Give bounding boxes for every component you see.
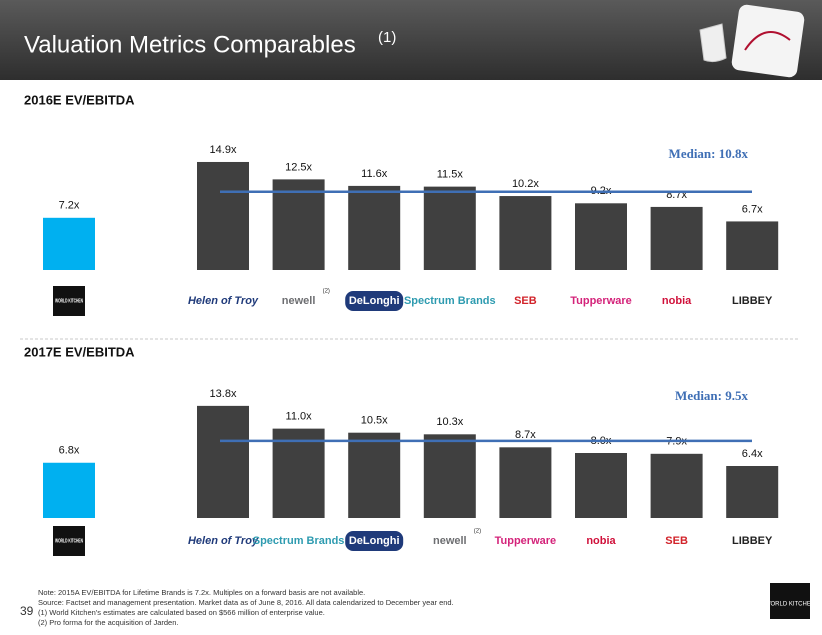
logo-background [345, 291, 404, 311]
page-number: 39 [20, 604, 34, 618]
notes: Note: 2015A EV/EBITDA for Lifetime Brand… [38, 588, 454, 627]
category-logo: Helen of Troy [188, 295, 259, 307]
note-line: (2) Pro forma for the acquisition of Jar… [38, 618, 178, 627]
category-logo: SEB [514, 295, 537, 307]
bar [726, 221, 779, 270]
category-note: (2) [474, 529, 481, 535]
bar-label: 12.5x [285, 161, 312, 173]
bar-label: 10.2x [512, 178, 539, 190]
bar [650, 453, 703, 518]
category-logo: Tupperware [495, 535, 557, 547]
category-logo: SEB [665, 535, 688, 547]
footer-logo: WORLD KITCHEN [765, 602, 815, 608]
bar [43, 217, 95, 270]
bar [499, 447, 552, 518]
bar [726, 466, 779, 518]
bar-label: 7.2x [59, 200, 80, 212]
category-logo: LIBBEY [732, 295, 773, 307]
category-logo: WORLD KITCHEN [55, 538, 83, 544]
title-note: (1) [378, 29, 396, 46]
bar [348, 185, 401, 270]
bar-label: 6.8x [59, 445, 80, 457]
bar [499, 196, 552, 270]
category-note: (2) [323, 289, 330, 295]
chart-title: 2017E EV/EBITDA [24, 344, 135, 359]
bar [423, 434, 476, 518]
bar-label: 13.8x [210, 388, 237, 400]
bar-label: 11.6x [361, 168, 388, 180]
logo-background [345, 531, 404, 551]
bar [43, 462, 95, 518]
logo-background [53, 286, 85, 316]
logo-background [53, 526, 85, 556]
note-line: Source: Factset and management presentat… [38, 598, 454, 607]
category-logo: Spectrum Brands [404, 295, 496, 307]
median-label: Median: 10.8x [669, 146, 749, 161]
note-line: Note: 2015A EV/EBITDA for Lifetime Brand… [38, 588, 365, 597]
bar-label: 6.7x [742, 203, 763, 215]
median-label: Median: 9.5x [675, 388, 748, 403]
category-logo: nobia [662, 295, 692, 307]
bar-label: 6.4x [742, 448, 763, 460]
bar [272, 179, 325, 270]
category-logo: newell [282, 295, 316, 307]
bar [272, 428, 325, 518]
bar [348, 432, 401, 518]
bar-label: 10.5x [361, 415, 388, 427]
bar-label: 11.0x [286, 411, 313, 423]
bar [650, 206, 703, 270]
footer-logo-box [770, 583, 810, 619]
category-logo: DeLonghi [349, 295, 400, 307]
bar-label: 10.3x [436, 416, 463, 428]
header-image [699, 4, 805, 78]
slide-title: Valuation Metrics Comparables [24, 31, 356, 58]
bar [197, 405, 249, 518]
bar-label: 11.5x [437, 169, 464, 181]
category-logo: LIBBEY [732, 535, 773, 547]
bar [575, 453, 627, 518]
category-logo: nobia [586, 535, 616, 547]
bar [575, 203, 627, 270]
bar [423, 186, 476, 270]
category-logo: WORLD KITCHEN [55, 298, 83, 304]
bar-label: 8.7x [515, 429, 536, 441]
note-line: (1) World Kitchen's estimates are calcul… [38, 608, 325, 617]
bar-label: 14.9x [210, 144, 237, 156]
header-bar [0, 0, 822, 80]
category-logo: newell [433, 535, 467, 547]
category-logo: Helen of Troy [188, 535, 259, 547]
category-logo: Spectrum Brands [253, 535, 345, 547]
category-logo: Tupperware [570, 295, 632, 307]
bar [197, 161, 249, 270]
category-logo: DeLonghi [349, 535, 400, 547]
chart-title: 2016E EV/EBITDA [24, 92, 135, 107]
